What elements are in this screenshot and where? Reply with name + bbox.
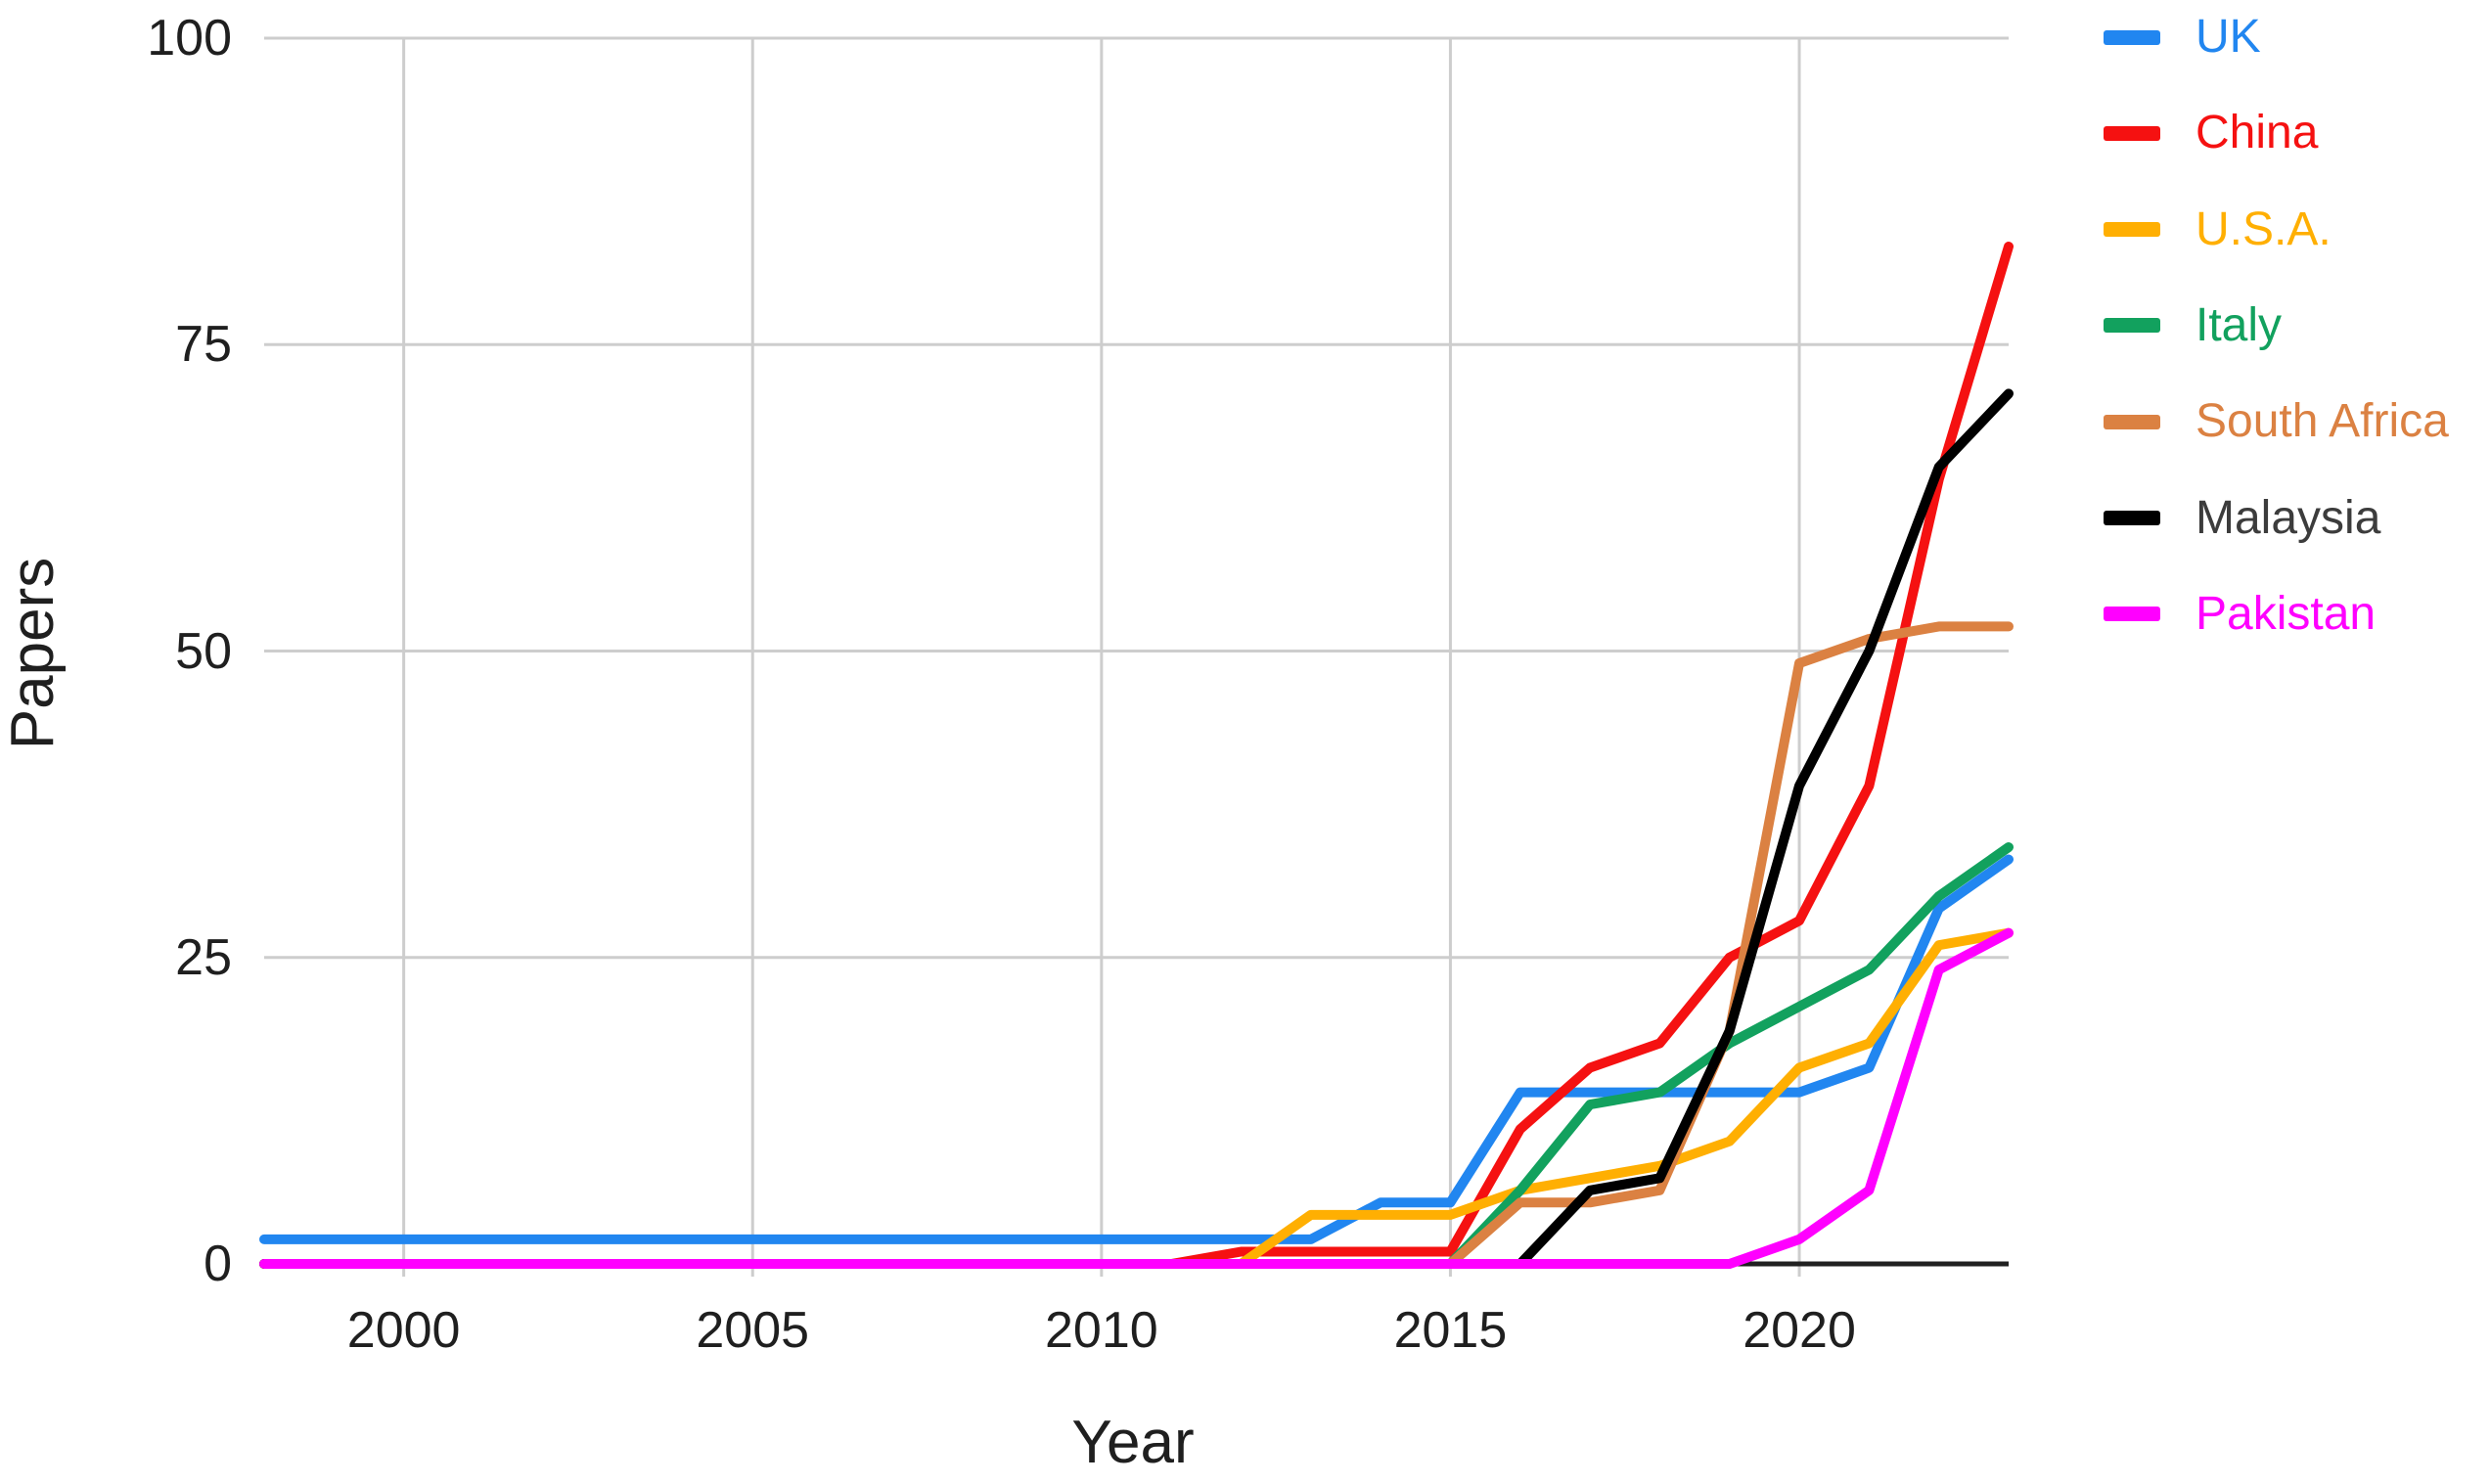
legend-item-malaysia: Malaysia <box>2104 491 2381 544</box>
legend-swatch-u-s-a <box>2104 222 2160 238</box>
legend-item-south-africa: South Africa <box>2104 398 2449 445</box>
legend-item-uk: UK <box>2104 14 2261 61</box>
x-axis-tick-label-2005: 2005 <box>696 1302 810 1359</box>
legend-swatch-china <box>2104 125 2160 141</box>
legend-label-uk: UK <box>2196 11 2261 63</box>
legend-label-south-africa: South Africa <box>2196 395 2449 448</box>
y-axis-tick-label-50: 50 <box>175 622 232 680</box>
y-axis-tick-label-75: 75 <box>175 316 232 374</box>
y-axis-tick-label-0: 0 <box>204 1236 232 1292</box>
x-axis-tick-label-2020: 2020 <box>1743 1302 1856 1359</box>
legend-item-u-s-a: U.S.A. <box>2104 202 2332 255</box>
legend-swatch-south-africa <box>2104 414 2160 429</box>
legend-label-u-s-a: U.S.A. <box>2196 202 2332 255</box>
series-line-south-africa <box>259 621 2014 1269</box>
series-line-malaysia <box>259 388 2014 1269</box>
series-line-pakistan <box>259 927 2014 1269</box>
y-axis-tick-label-100: 100 <box>147 10 232 67</box>
y-axis-tick-label-25: 25 <box>175 928 232 986</box>
legend-item-china: China <box>2104 110 2318 157</box>
legend-label-china: China <box>2196 107 2319 159</box>
legend-item-italy: Italy <box>2104 298 2283 351</box>
x-axis-tick-label-2010: 2010 <box>1044 1302 1158 1359</box>
legend-label-pakistan: Pakistan <box>2196 587 2377 640</box>
legend-label-malaysia: Malaysia <box>2196 491 2381 544</box>
legend-swatch-uk <box>2104 29 2160 45</box>
x-axis-tick-label-2015: 2015 <box>1393 1302 1508 1359</box>
x-axis-title: Year <box>1071 1409 1195 1476</box>
legend-swatch-italy <box>2104 318 2160 334</box>
legend-item-pakistan: Pakistan <box>2104 587 2377 640</box>
x-axis-tick-label-2000: 2000 <box>346 1302 461 1359</box>
legend-swatch-pakistan <box>2104 607 2160 622</box>
series-line-uk <box>259 854 2014 1244</box>
series-line-china <box>259 242 2014 1269</box>
series-line-italy <box>259 842 2014 1269</box>
legend-label-italy: Italy <box>2196 298 2283 351</box>
legend-swatch-malaysia <box>2104 511 2160 525</box>
